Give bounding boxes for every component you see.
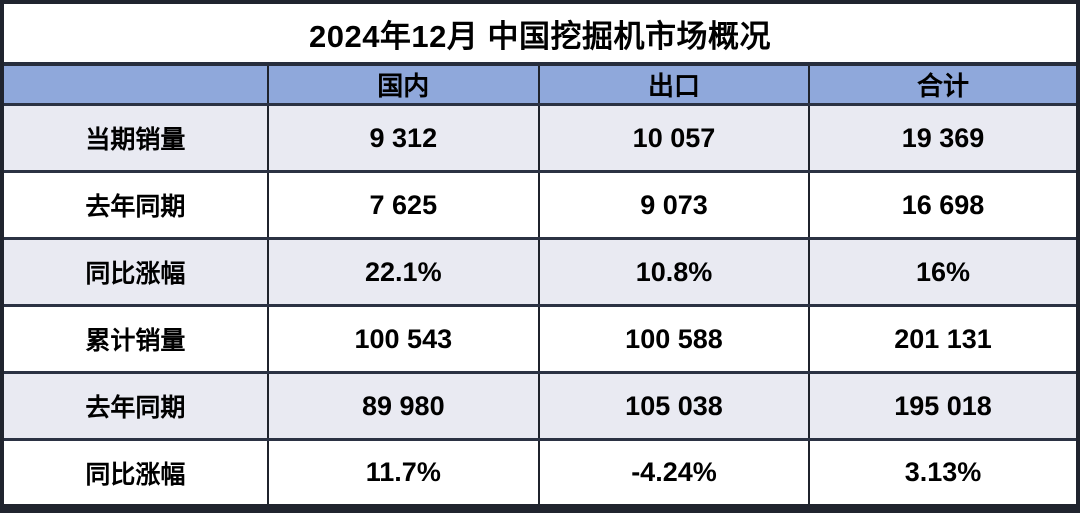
table-row-last-year-cumulative: 去年同期 89 980 105 038 195 018	[4, 371, 1076, 441]
cell-total: 195 018	[808, 371, 1076, 441]
cell-domestic: 11.7%	[266, 438, 540, 504]
cell-domestic: 89 980	[266, 371, 540, 441]
header-cell-export: 出口	[537, 66, 811, 106]
header-cell-domestic: 国内	[266, 66, 540, 106]
table-row-cumulative-sales: 累计销量 100 543 100 588 201 131	[4, 304, 1076, 374]
cell-domestic: 7 625	[266, 170, 540, 240]
table-row-current-sales: 当期销量 9 312 10 057 19 369	[4, 103, 1076, 173]
row-label: 同比涨幅	[4, 438, 269, 504]
data-table: 国内 出口 合计 当期销量 9 312 10 057 19 369 去年同期 7…	[4, 66, 1076, 504]
cell-export: 9 073	[537, 170, 811, 240]
row-label: 去年同期	[4, 371, 269, 441]
cell-domestic: 22.1%	[266, 237, 540, 307]
cell-domestic: 9 312	[266, 103, 540, 173]
cell-export: 10 057	[537, 103, 811, 173]
cell-export: 100 588	[537, 304, 811, 374]
table-row-last-year-period: 去年同期 7 625 9 073 16 698	[4, 170, 1076, 240]
table-row-yoy-growth: 同比涨幅 22.1% 10.8% 16%	[4, 237, 1076, 307]
cell-export: 105 038	[537, 371, 811, 441]
row-label: 累计销量	[4, 304, 269, 374]
cell-total: 16 698	[808, 170, 1076, 240]
cell-domestic: 100 543	[266, 304, 540, 374]
cell-total: 16%	[808, 237, 1076, 307]
cell-total: 19 369	[808, 103, 1076, 173]
row-label: 同比涨幅	[4, 237, 269, 307]
row-label: 当期销量	[4, 103, 269, 173]
cell-total: 201 131	[808, 304, 1076, 374]
page-title: 2024年12月 中国挖掘机市场概况	[4, 4, 1076, 66]
table-header-row: 国内 出口 合计	[4, 66, 1076, 106]
table-row-cumulative-yoy-growth: 同比涨幅 11.7% -4.24% 3.13%	[4, 438, 1076, 504]
cell-export: -4.24%	[537, 438, 811, 504]
header-cell-blank	[4, 66, 269, 106]
header-cell-total: 合计	[808, 66, 1076, 106]
row-label: 去年同期	[4, 170, 269, 240]
cell-total: 3.13%	[808, 438, 1076, 504]
cell-export: 10.8%	[537, 237, 811, 307]
